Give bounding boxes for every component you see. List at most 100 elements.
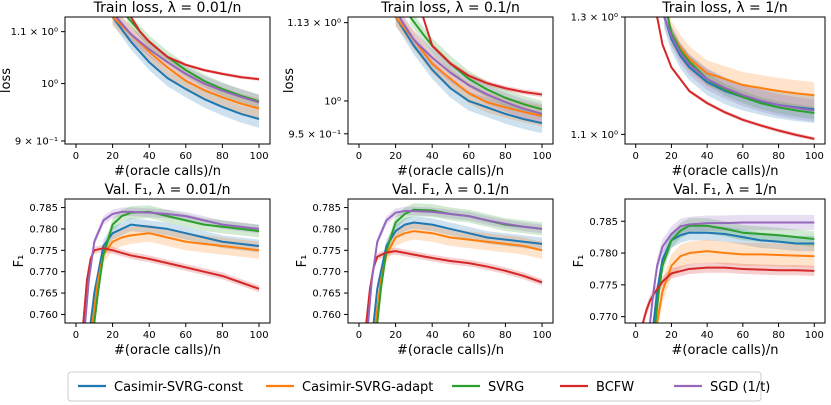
chart-title: Train loss, λ = 1/n [661, 0, 787, 16]
series-band [83, 244, 260, 323]
x-axis-label: #(oracle calls)/n [672, 164, 779, 179]
x-tick-label: 60 [462, 330, 475, 341]
series-line [394, 17, 543, 117]
series-band [657, 239, 815, 323]
x-tick-label: 0 [356, 151, 362, 162]
series-band [368, 206, 543, 323]
series-line [115, 17, 260, 104]
y-tick-label: 0.770 [312, 267, 341, 278]
series-line [84, 210, 260, 323]
legend-label: Casimir-SVRG-adapt [302, 380, 433, 395]
series-line [663, 17, 815, 112]
plot-area [641, 214, 815, 323]
legend-item: SVRG [452, 380, 524, 395]
legend-item: SGD (1/t) [674, 380, 770, 395]
chart-title: Val. F₁, λ = 0.1/n [392, 182, 509, 198]
axes-frame [624, 16, 826, 145]
series-band [395, 17, 543, 127]
y-axis-label: loss [0, 68, 14, 93]
legend-item: Casimir-SVRG-const [78, 380, 243, 395]
plot-area [656, 17, 815, 141]
x-tick-label: 80 [216, 151, 229, 162]
chart-panel-2: 0 20 40 60 80 100 9.5 × 10⁻¹ 10⁰ 1.13 × 10⁰ Train… [282, 0, 554, 179]
series-band [664, 17, 815, 122]
y-tick-label: 9 × 10⁻¹ [15, 136, 58, 147]
x-tick-label: 0 [633, 330, 639, 341]
axes-frame [624, 198, 826, 324]
series-line [367, 209, 543, 323]
chart-panel-6: 0 20 40 60 80 100 0.770 0.775 0.780 0.785 Val. F₁,… [572, 182, 826, 358]
x-tick-label: 0 [73, 330, 79, 341]
chart-panel-1: 0 20 40 60 80 100 9 × 10⁻¹ 10⁰ 1.1 × 10⁰ Train lo… [0, 0, 271, 179]
x-tick-label: 40 [701, 151, 714, 162]
x-tick-label: 100 [249, 330, 268, 341]
y-tick-label: 9.5 × 10⁻¹ [288, 129, 341, 140]
chart-title: Val. F₁, λ = 0.01/n [104, 182, 230, 198]
series-band [375, 222, 543, 323]
x-tick-label: 80 [216, 330, 229, 341]
legend-item: Casimir-SVRG-adapt [266, 380, 433, 395]
x-tick-label: 60 [179, 151, 192, 162]
y-tick-label: 0.765 [29, 289, 58, 300]
series-line [649, 221, 815, 323]
series-line [641, 266, 815, 323]
chart-title: Train loss, λ = 0.01/n [93, 0, 242, 16]
x-tick-label: 100 [532, 151, 551, 162]
chart-title: Val. F₁, λ = 1/n [673, 182, 777, 198]
x-tick-label: 40 [143, 330, 156, 341]
y-tick-label: 1.13 × 10⁰ [287, 18, 341, 29]
y-tick-label: 1.3 × 10⁰ [571, 13, 618, 24]
legend-label: BCFW [596, 380, 634, 395]
y-tick-label: 0.780 [29, 224, 58, 235]
x-axis-label: #(oracle calls)/n [672, 343, 779, 358]
series-line [398, 17, 543, 115]
x-tick-label: 60 [736, 330, 749, 341]
legend-label: Casimir-SVRG-const [114, 380, 243, 395]
y-axis-label: F₁ [295, 255, 310, 268]
y-tick-label: 0.775 [589, 280, 618, 291]
series-band [112, 17, 260, 120]
y-axis-label: loss [282, 68, 297, 93]
y-tick-label: 0.775 [312, 246, 341, 257]
series-line [654, 224, 815, 323]
plot-area [394, 17, 543, 134]
y-tick-label: 0.760 [312, 310, 341, 321]
series-line [365, 250, 543, 323]
x-axis-label: #(oracle calls)/n [114, 343, 221, 358]
series-line [82, 247, 260, 323]
y-tick-label: 10⁰ [41, 79, 58, 90]
x-tick-label: 0 [356, 330, 362, 341]
series-line [394, 17, 543, 125]
series-band [642, 262, 815, 323]
series-line [409, 17, 543, 111]
series-band [395, 17, 543, 134]
axes-frame [64, 198, 271, 324]
series-band [85, 207, 260, 323]
series-line [652, 231, 815, 323]
series-line [422, 17, 543, 96]
x-axis-label: #(oracle calls)/n [397, 343, 504, 358]
chart-panel-4: 0 20 40 60 80 100 0.760 0.765 0.770 0.775 0.780 0.7… [12, 182, 271, 358]
y-tick-label: 1.1 × 10⁰ [571, 130, 618, 141]
series-line [656, 250, 815, 323]
y-axis-label: F₁ [572, 255, 587, 268]
y-tick-label: 0.785 [29, 203, 58, 214]
series-band [112, 17, 260, 128]
y-tick-label: 0.775 [29, 246, 58, 257]
series-band [366, 247, 543, 323]
x-tick-label: 20 [389, 330, 402, 341]
x-tick-label: 40 [701, 330, 714, 341]
series-line [666, 17, 815, 114]
plot-area [111, 17, 260, 128]
plot-area [82, 205, 260, 323]
y-tick-label: 0.780 [589, 249, 618, 260]
x-tick-label: 0 [73, 151, 79, 162]
x-tick-label: 80 [499, 330, 512, 341]
series-band [664, 17, 815, 123]
x-tick-label: 20 [389, 151, 402, 162]
x-tick-label: 60 [736, 151, 749, 162]
series-line [656, 17, 815, 140]
y-tick-label: 0.770 [589, 312, 618, 323]
x-tick-label: 100 [805, 151, 824, 162]
